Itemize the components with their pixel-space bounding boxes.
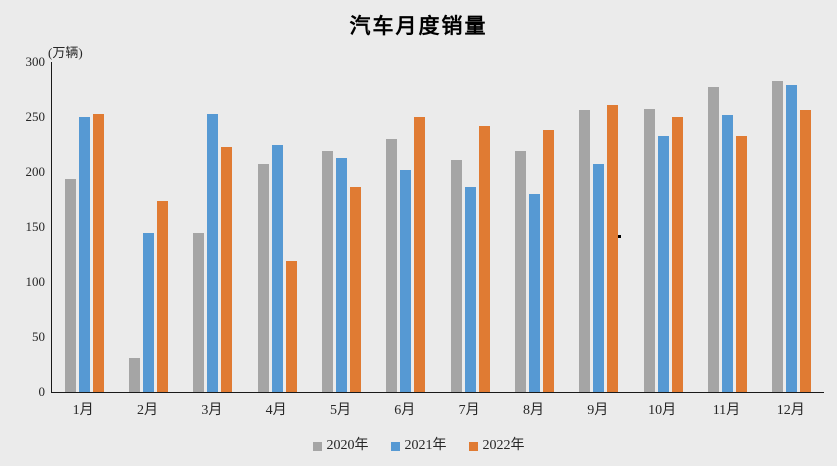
- month-group-7月: [438, 62, 502, 392]
- bar-2020年-2月[interactable]: [128, 357, 140, 392]
- bar-2021年-9月[interactable]: [593, 164, 605, 392]
- bar-2020年-11月[interactable]: [707, 87, 719, 392]
- bar-2022年-11月[interactable]: [735, 135, 747, 392]
- month-group-6月: [374, 62, 438, 392]
- x-axis-labels: 1月 2月 3月 4月 5月 6月 7月 8月 9月 10月 11月 12月: [51, 399, 823, 419]
- bar-2021年-1月[interactable]: [78, 117, 90, 392]
- bar-2021年-11月[interactable]: [721, 114, 733, 392]
- bar-2022年-7月[interactable]: [478, 125, 490, 392]
- y-tick-0: 0: [38, 384, 46, 399]
- x-label-8月: 8月: [522, 403, 544, 418]
- x-label-3月: 3月: [201, 403, 223, 418]
- month-group-11月: [695, 62, 759, 392]
- bar-2022年-8月[interactable]: [542, 130, 554, 392]
- y-axis-unit-label: (万辆): [48, 45, 83, 60]
- x-label-1月: 1月: [72, 403, 94, 418]
- month-group-1月: [52, 62, 116, 392]
- bar-2021年-12月[interactable]: [786, 85, 798, 392]
- x-label-11月: 11月: [712, 403, 741, 418]
- bar-2022年-5月[interactable]: [349, 187, 361, 392]
- artifact-dot: [618, 235, 621, 238]
- legend-label: 2022年: [482, 438, 525, 453]
- legend-label: 2021年: [404, 438, 447, 453]
- bar-2020年-9月[interactable]: [579, 110, 591, 392]
- bar-2022年-10月[interactable]: [671, 117, 683, 392]
- y-tick-300: 300: [25, 54, 46, 69]
- month-group-10月: [631, 62, 695, 392]
- month-group-4月: [245, 62, 309, 392]
- legend-swatch-icon: [312, 441, 322, 451]
- x-label-7月: 7月: [458, 403, 480, 418]
- bar-2020年-10月[interactable]: [643, 109, 655, 392]
- bar-2021年-5月[interactable]: [335, 157, 347, 392]
- x-label-4月: 4月: [265, 403, 287, 418]
- bar-2020年-5月[interactable]: [321, 151, 333, 392]
- y-tick-200: 200: [25, 164, 46, 179]
- x-label-9月: 9月: [587, 403, 609, 418]
- bar-2020年-8月[interactable]: [514, 151, 526, 392]
- y-tick-150: 150: [25, 219, 46, 234]
- bar-2022年-2月[interactable]: [156, 200, 168, 392]
- month-group-8月: [502, 62, 566, 392]
- plot-area: [51, 62, 824, 393]
- legend-label: 2020年: [326, 438, 369, 453]
- month-group-12月: [760, 62, 824, 392]
- y-tick-250: 250: [25, 109, 46, 124]
- bar-2020年-6月[interactable]: [386, 139, 398, 392]
- bar-2022年-4月[interactable]: [285, 261, 297, 392]
- bar-2022年-1月[interactable]: [92, 113, 104, 392]
- bar-2020年-3月[interactable]: [193, 232, 205, 392]
- legend-item-2022年[interactable]: 2022年: [468, 438, 525, 454]
- chart-title[interactable]: 汽车月度销量: [349, 14, 488, 38]
- bar-2020年-4月[interactable]: [257, 164, 269, 392]
- bar-2022年-12月[interactable]: [800, 110, 812, 392]
- bar-2021年-4月[interactable]: [271, 144, 283, 392]
- month-group-9月: [567, 62, 631, 392]
- month-group-5月: [309, 62, 373, 392]
- x-label-10月: 10月: [648, 403, 677, 418]
- bar-2022年-3月[interactable]: [221, 146, 233, 392]
- legend: 2020年 2021年 2022年: [0, 438, 837, 454]
- bar-2020年-7月[interactable]: [450, 159, 462, 392]
- legend-swatch-icon: [468, 441, 478, 451]
- month-group-3月: [181, 62, 245, 392]
- bar-2020年-12月[interactable]: [772, 80, 784, 392]
- x-label-5月: 5月: [329, 403, 351, 418]
- bar-2021年-3月[interactable]: [207, 113, 219, 392]
- x-label-6月: 6月: [394, 403, 416, 418]
- legend-swatch-icon: [390, 441, 400, 451]
- month-group-2月: [116, 62, 180, 392]
- bar-2022年-9月[interactable]: [607, 104, 619, 392]
- legend-item-2021年[interactable]: 2021年: [390, 438, 447, 454]
- bar-2021年-8月[interactable]: [528, 194, 540, 392]
- legend-item-2020年[interactable]: 2020年: [312, 438, 369, 454]
- y-tick-50: 50: [32, 329, 45, 344]
- bar-2021年-6月[interactable]: [400, 169, 412, 392]
- bar-2022年-6月[interactable]: [414, 117, 426, 392]
- bar-2020年-1月[interactable]: [64, 178, 76, 392]
- y-tick-100: 100: [25, 274, 46, 289]
- x-label-12月: 12月: [776, 403, 805, 418]
- bar-2021年-2月[interactable]: [142, 232, 154, 392]
- x-label-2月: 2月: [136, 403, 158, 418]
- bar-2021年-7月[interactable]: [464, 187, 476, 392]
- bar-2021年-10月[interactable]: [657, 135, 669, 392]
